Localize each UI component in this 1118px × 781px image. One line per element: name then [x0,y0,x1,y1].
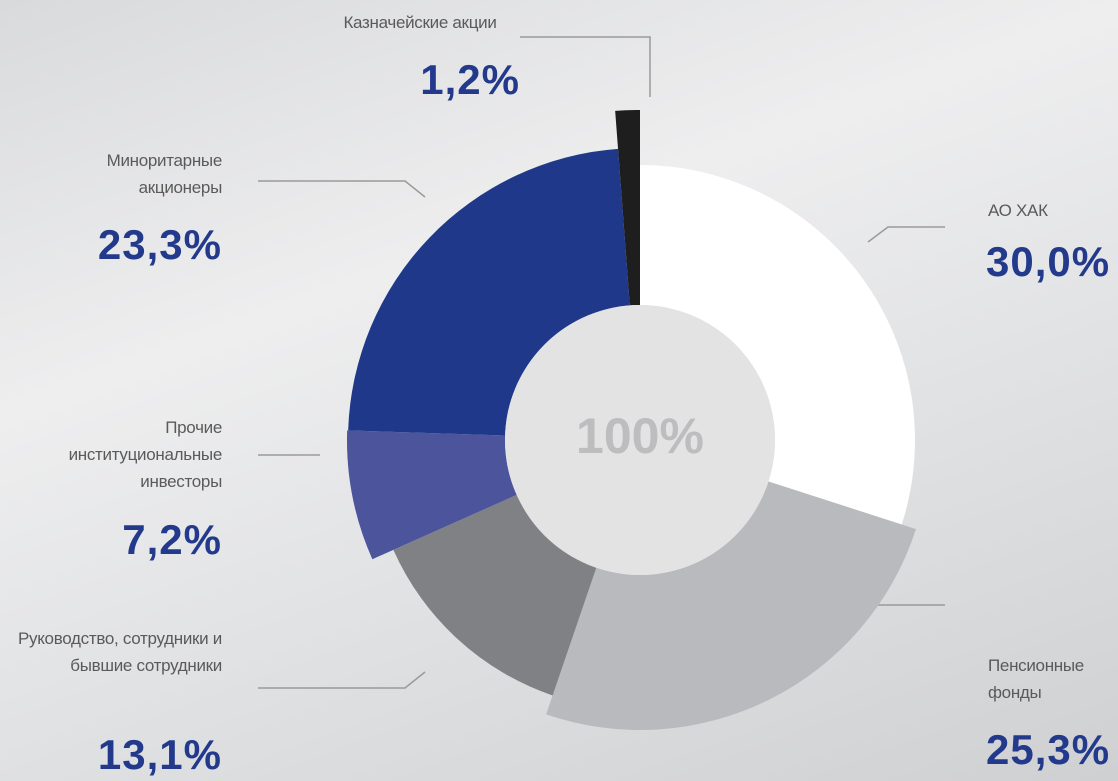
category-label: Казначейские акции [343,13,497,32]
value-label: 23,3% [97,221,222,268]
category-label: Миноритарные акционеры [106,151,223,197]
category-label: АО ХАК [988,201,1048,220]
leader-line [258,671,426,689]
value-label: 30,0% [986,238,1111,285]
leader-line [520,36,651,97]
category-label: Прочие институциональные инвесторы [68,418,223,491]
leader-line [258,180,426,198]
center-label: 100% [576,408,704,464]
donut-segment [393,494,597,696]
donut-segment [615,110,640,306]
value-label: 1,2% [420,56,520,103]
value-label: 13,1% [97,731,222,778]
donut-segment [640,165,915,525]
value-label: 7,2% [122,516,222,563]
leader-line [867,226,945,243]
category-label: Руководство, сотрудники и бывшие сотрудн… [17,629,222,675]
donut-segment [348,148,630,436]
donut-segment [546,481,916,730]
category-label: Пенсионные фонды [988,656,1084,702]
donut-hole [505,305,775,575]
donut-segment [347,430,517,560]
value-label: 25,3% [986,726,1111,773]
